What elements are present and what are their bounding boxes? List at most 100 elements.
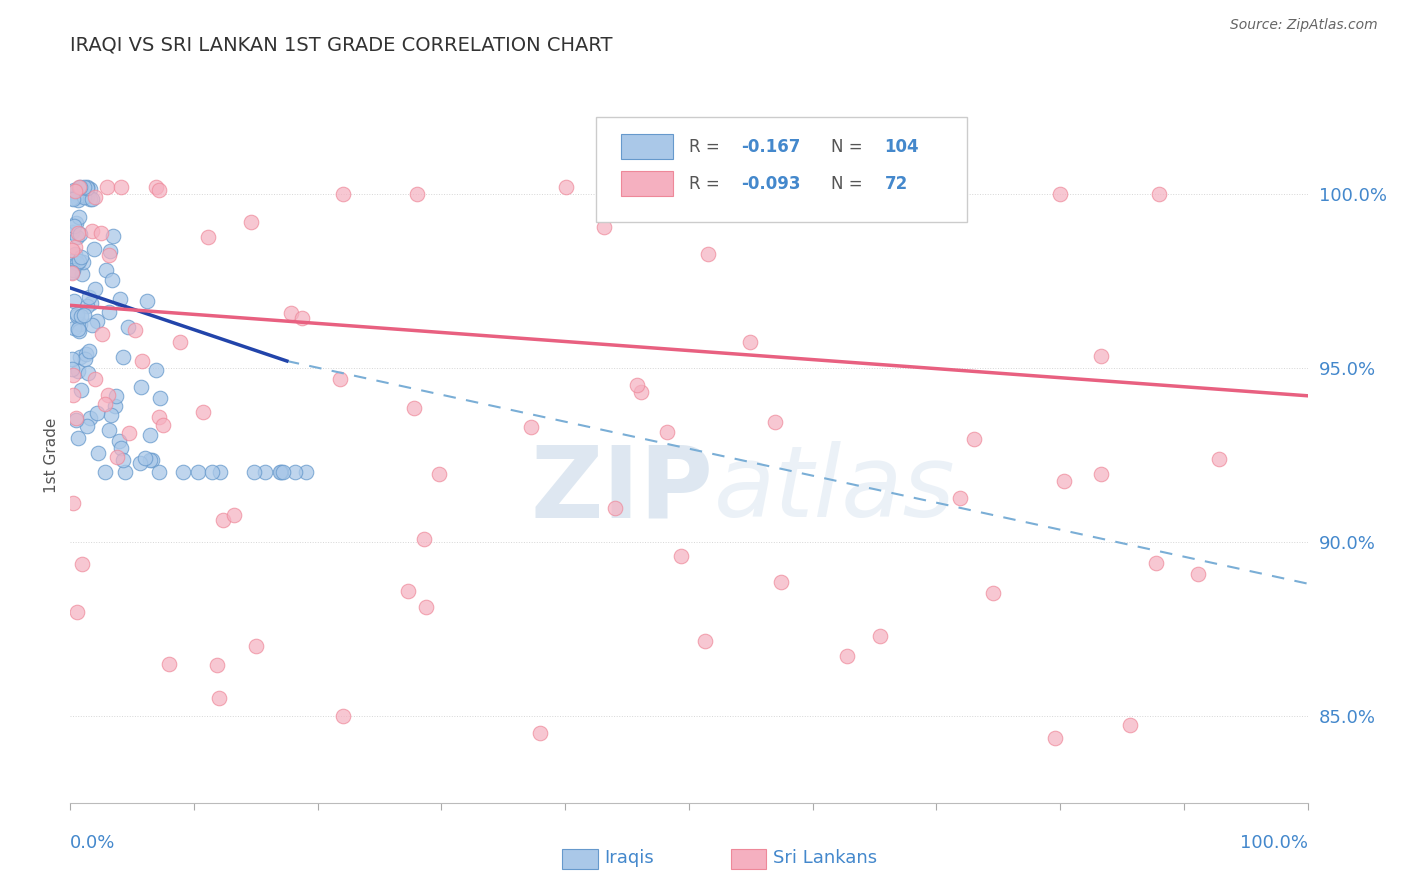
Point: [72, 558, 94, 572]
Point: [114, 466, 136, 480]
Point: [412, 532, 434, 546]
Point: [770, 575, 793, 590]
Point: [90, 327, 112, 342]
Point: [145, 180, 167, 194]
Point: [222, 508, 245, 522]
Point: [107, 434, 129, 449]
Point: [626, 378, 648, 392]
Point: [981, 586, 1004, 600]
Point: [554, 180, 576, 194]
Point: [66, 307, 89, 321]
Point: [72, 189, 94, 203]
Text: IRAQI VS SRI LANKAN 1ST GRADE CORRELATION CHART: IRAQI VS SRI LANKAN 1ST GRADE CORRELATIO…: [70, 36, 613, 54]
Point: [405, 187, 427, 202]
Point: [415, 599, 437, 614]
Point: [157, 657, 180, 671]
Point: [208, 691, 231, 706]
Point: [66, 309, 89, 323]
Point: [62, 368, 84, 383]
Point: [67, 253, 90, 268]
Point: [72, 309, 94, 323]
Point: [83, 282, 105, 296]
FancyBboxPatch shape: [596, 118, 967, 222]
Point: [66, 256, 89, 270]
Point: [65, 410, 87, 425]
Point: [148, 184, 170, 198]
Point: [124, 323, 146, 337]
Y-axis label: 1st Grade: 1st Grade: [44, 417, 59, 492]
Point: [197, 230, 219, 244]
Point: [869, 629, 891, 643]
Point: [135, 293, 157, 308]
Point: [60, 352, 83, 367]
Point: [73, 180, 96, 194]
Point: [630, 385, 652, 400]
Point: [67, 189, 90, 203]
Point: [70, 383, 93, 397]
Point: [76, 189, 98, 203]
Point: [148, 391, 170, 405]
Point: [67, 322, 90, 336]
Point: [245, 640, 267, 654]
Point: [90, 226, 112, 240]
Point: [148, 466, 170, 480]
Point: [402, 401, 425, 415]
Point: [329, 372, 352, 386]
Point: [740, 187, 762, 202]
FancyBboxPatch shape: [621, 134, 673, 159]
Point: [669, 549, 692, 563]
Point: [62, 185, 84, 199]
Point: [111, 350, 134, 364]
Point: [117, 320, 139, 334]
Point: [96, 180, 118, 194]
Point: [145, 363, 167, 377]
Point: [70, 310, 93, 324]
Point: [284, 466, 307, 480]
Point: [200, 466, 222, 480]
Point: [1090, 467, 1112, 481]
Point: [65, 605, 87, 619]
Point: [87, 445, 110, 459]
Point: [62, 266, 84, 280]
Point: [280, 306, 302, 320]
Point: [60, 362, 83, 376]
Point: [1119, 718, 1142, 732]
Point: [103, 229, 125, 244]
Point: [529, 726, 551, 740]
Point: [173, 466, 195, 480]
Point: [67, 210, 90, 224]
Point: [67, 180, 90, 194]
Text: Sri Lankans: Sri Lankans: [773, 849, 877, 867]
Point: [134, 451, 156, 466]
Point: [63, 294, 86, 309]
Point: [86, 406, 108, 420]
Point: [67, 193, 90, 207]
Point: [1090, 349, 1112, 363]
Point: [1053, 474, 1076, 488]
Point: [1043, 731, 1066, 745]
Point: [83, 242, 105, 256]
Point: [63, 246, 86, 260]
Point: [69, 180, 91, 194]
Point: [697, 247, 720, 261]
Point: [79, 411, 101, 425]
Point: [693, 633, 716, 648]
Point: [97, 388, 120, 402]
Point: [62, 496, 84, 510]
Point: [67, 324, 90, 338]
Text: N =: N =: [831, 175, 863, 193]
Point: [77, 290, 100, 304]
Point: [603, 500, 626, 515]
Text: atlas: atlas: [714, 442, 955, 538]
Point: [70, 267, 93, 281]
Point: [76, 180, 98, 194]
Point: [63, 184, 86, 198]
Point: [79, 192, 101, 206]
Point: [427, 467, 450, 481]
Point: [243, 466, 266, 480]
Point: [94, 466, 117, 480]
Point: [84, 372, 107, 386]
Point: [963, 433, 986, 447]
Point: [118, 426, 141, 441]
Point: [82, 224, 104, 238]
